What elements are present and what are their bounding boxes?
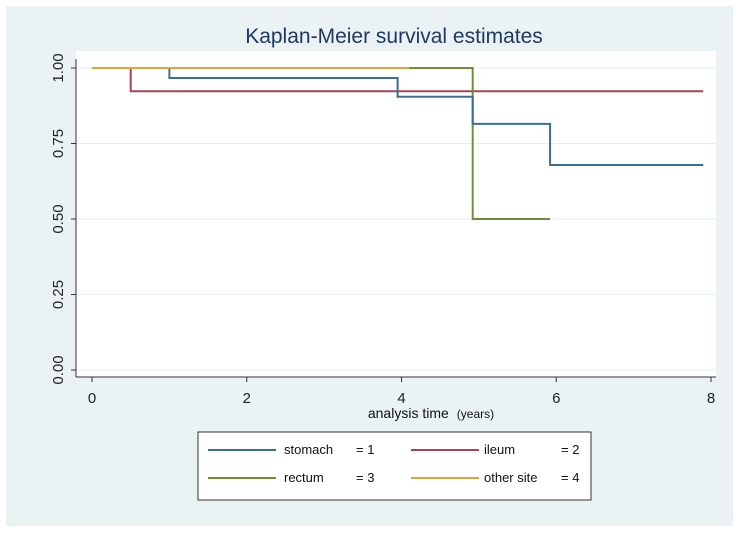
legend-label-stomach: stomach: [284, 442, 333, 457]
axes: [71, 59, 716, 382]
y-tick-label-4: 1.00: [50, 53, 67, 82]
km-survival-chart: Kaplan-Meier survival estimates 0.00 0.25…: [50, 25, 716, 501]
legend: stomach = 1 ileum = 2 rectum = 3 other site = 4: [197, 431, 592, 501]
tick-labels: 0.00 0.25 0.50 0.75 1.00 0 2 4 6 8: [50, 53, 715, 407]
y-tick-label-1: 0.25: [50, 280, 67, 309]
legend-code-stomach: = 1: [356, 442, 374, 457]
legend-box: [197, 431, 592, 501]
y-tick-label-3: 0.75: [50, 129, 67, 158]
x-tick-label-2: 4: [397, 390, 405, 407]
y-tick-label-2: 0.50: [50, 204, 67, 233]
x-tick-label-1: 2: [243, 390, 251, 407]
legend-label-ileum: ileum: [484, 442, 515, 457]
y-tick-label-0: 0.00: [50, 355, 67, 384]
legend-code-other-site: = 4: [561, 470, 579, 485]
series-line-stomach: [92, 67, 704, 166]
x-tick-label-3: 6: [552, 390, 560, 407]
legend-code-rectum: = 3: [356, 470, 374, 485]
chart-frame: Kaplan-Meier survival estimates 0.00 0.25…: [6, 6, 733, 526]
legend-label-rectum: rectum: [284, 470, 324, 485]
plot-area: [76, 51, 716, 377]
x-axis-title: analysis time (years): [368, 405, 494, 421]
x-tick-label-4: 8: [707, 390, 715, 407]
series-lines: [92, 67, 704, 220]
legend-label-other-site: other site: [484, 470, 537, 485]
legend-code-ileum: = 2: [561, 442, 579, 457]
chart-title: Kaplan-Meier survival estimates: [245, 25, 543, 48]
x-tick-label-0: 0: [88, 390, 96, 407]
